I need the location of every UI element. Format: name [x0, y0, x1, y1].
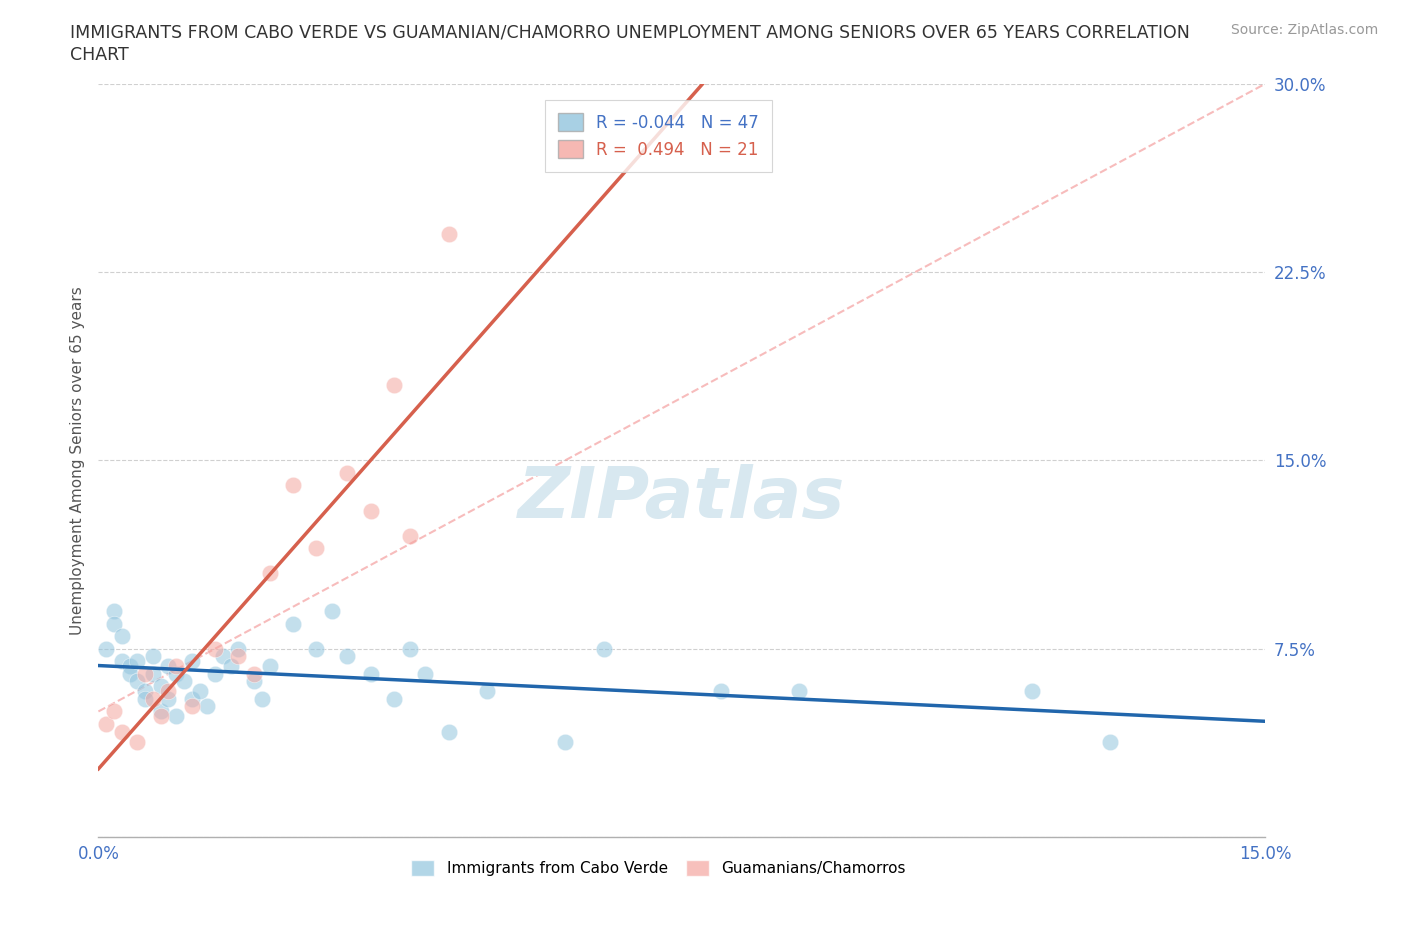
- Point: [336, 465, 359, 480]
- Point: [188, 684, 211, 698]
- Point: [259, 565, 281, 580]
- Point: [142, 666, 165, 681]
- Point: [398, 642, 420, 657]
- Point: [127, 734, 149, 749]
- Point: [228, 642, 250, 657]
- Point: [165, 658, 187, 673]
- Text: CHART: CHART: [70, 46, 129, 63]
- Point: [243, 666, 266, 681]
- Point: [593, 642, 616, 657]
- Point: [157, 658, 180, 673]
- Legend: Immigrants from Cabo Verde, Guamanians/Chamorros: Immigrants from Cabo Verde, Guamanians/C…: [405, 854, 912, 882]
- Point: [149, 679, 172, 694]
- Point: [360, 666, 382, 681]
- Point: [250, 692, 273, 707]
- Point: [1098, 734, 1121, 749]
- Point: [204, 666, 226, 681]
- Point: [437, 227, 460, 242]
- Point: [477, 684, 499, 698]
- Point: [204, 642, 226, 657]
- Point: [281, 616, 304, 631]
- Point: [118, 658, 141, 673]
- Point: [149, 704, 172, 719]
- Point: [165, 709, 187, 724]
- Point: [157, 692, 180, 707]
- Point: [382, 692, 405, 707]
- Point: [157, 684, 180, 698]
- Point: [305, 642, 328, 657]
- Point: [554, 734, 576, 749]
- Point: [336, 649, 359, 664]
- Point: [305, 540, 328, 555]
- Point: [281, 478, 304, 493]
- Text: IMMIGRANTS FROM CABO VERDE VS GUAMANIAN/CHAMORRO UNEMPLOYMENT AMONG SENIORS OVER: IMMIGRANTS FROM CABO VERDE VS GUAMANIAN/…: [70, 23, 1189, 41]
- Point: [134, 684, 156, 698]
- Point: [173, 674, 195, 689]
- Point: [142, 649, 165, 664]
- Point: [437, 724, 460, 739]
- Point: [111, 654, 134, 669]
- Point: [180, 654, 202, 669]
- Point: [134, 692, 156, 707]
- Point: [142, 692, 165, 707]
- Point: [228, 649, 250, 664]
- Point: [111, 629, 134, 644]
- Point: [259, 658, 281, 673]
- Point: [180, 692, 202, 707]
- Point: [96, 642, 118, 657]
- Point: [127, 674, 149, 689]
- Point: [219, 658, 242, 673]
- Point: [195, 699, 218, 714]
- Point: [149, 709, 172, 724]
- Point: [180, 699, 202, 714]
- Point: [360, 503, 382, 518]
- Point: [321, 604, 343, 618]
- Point: [111, 724, 134, 739]
- Point: [212, 649, 235, 664]
- Y-axis label: Unemployment Among Seniors over 65 years: Unemployment Among Seniors over 65 years: [69, 286, 84, 634]
- Point: [127, 654, 149, 669]
- Point: [1021, 684, 1043, 698]
- Point: [103, 616, 125, 631]
- Point: [413, 666, 436, 681]
- Point: [382, 378, 405, 392]
- Point: [710, 684, 733, 698]
- Point: [398, 528, 420, 543]
- Point: [103, 604, 125, 618]
- Point: [243, 674, 266, 689]
- Point: [103, 704, 125, 719]
- Point: [134, 666, 156, 681]
- Text: ZIPatlas: ZIPatlas: [519, 463, 845, 533]
- Text: Source: ZipAtlas.com: Source: ZipAtlas.com: [1230, 23, 1378, 37]
- Point: [118, 666, 141, 681]
- Point: [165, 666, 187, 681]
- Point: [787, 684, 810, 698]
- Point: [96, 717, 118, 732]
